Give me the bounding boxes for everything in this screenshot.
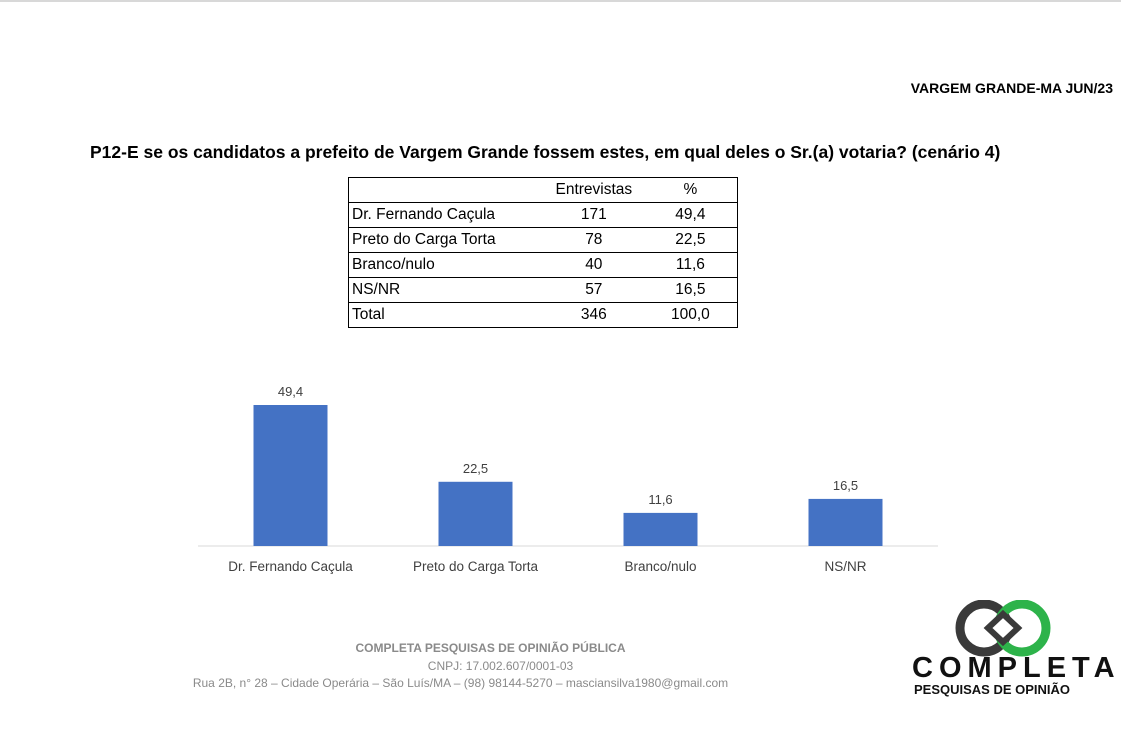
footer-cnpj: CNPJ: 17.002.607/0001-03 (427, 659, 574, 673)
table-row: Dr. Fernando Caçula 171 49,4 (348, 202, 738, 228)
table-cell-label: Branco/nulo (348, 252, 544, 278)
category-label: Dr. Fernando Caçula (228, 559, 353, 574)
table-cell-count: 78 (543, 227, 644, 253)
table-cell-percent: 100,0 (643, 302, 738, 328)
table-cell-label: Preto do Carga Torta (348, 227, 544, 253)
table-header-cell: Entrevistas (543, 177, 644, 203)
data-label: 49,4 (278, 384, 303, 399)
table-row: Branco/nulo 40 11,6 (348, 252, 738, 278)
logo-name: COMPLETA (912, 652, 1121, 684)
table-cell-percent: 22,5 (643, 227, 738, 253)
category-label: Preto do Carga Torta (413, 559, 539, 574)
table-row-total: Total 346 100,0 (348, 302, 738, 328)
table-cell-label: NS/NR (348, 277, 544, 303)
table-cell-percent: 16,5 (643, 277, 738, 303)
table-cell-percent: 11,6 (643, 252, 738, 278)
footer-address: Rua 2B, n° 28 – Cidade Operária – São Lu… (192, 676, 729, 690)
bar (623, 512, 698, 546)
category-label: NS/NR (824, 559, 866, 574)
table-header-cell (348, 177, 544, 203)
table-cell-count: 57 (543, 277, 644, 303)
location-date: VARGEM GRANDE-MA JUN/23 (910, 80, 1113, 96)
bar (808, 498, 883, 546)
question-title: P12-E se os candidatos a prefeito de Var… (90, 142, 1001, 162)
data-label: 11,6 (648, 492, 672, 507)
bar (253, 405, 328, 546)
category-label: Branco/nulo (624, 559, 696, 574)
top-rule (0, 0, 1121, 2)
footer-company: COMPLETA PESQUISAS DE OPINIÃO PÚBLICA (355, 641, 626, 655)
table-cell-percent: 49,4 (643, 202, 738, 228)
table-row: Preto do Carga Torta 78 22,5 (348, 227, 738, 253)
table-header-row: Entrevistas % (348, 177, 738, 203)
results-table: Entrevistas % Dr. Fernando Caçula 171 49… (348, 177, 738, 328)
completa-logo-icon (955, 600, 1051, 657)
bar (438, 481, 513, 546)
table-cell-label: Dr. Fernando Caçula (348, 202, 544, 228)
table-cell-count: 171 (543, 202, 644, 228)
data-label: 22,5 (463, 461, 488, 476)
logo-tagline: PESQUISAS DE OPINIÃO (914, 682, 1071, 697)
table-row: NS/NR 57 16,5 (348, 277, 738, 303)
table-cell-label: Total (348, 302, 544, 328)
table-cell-count: 346 (543, 302, 644, 328)
data-label: 16,5 (833, 478, 858, 493)
table-cell-count: 40 (543, 252, 644, 278)
table-header-cell: % (643, 177, 738, 203)
